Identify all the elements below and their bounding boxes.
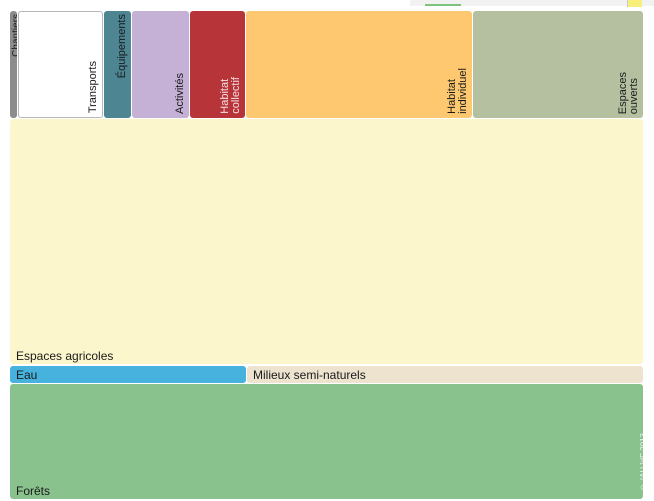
treemap-tile-habitat-individuel: Habitat individuel (246, 11, 472, 118)
treemap-tile-transports: Transports (18, 11, 103, 118)
treemap-tile-label: Forêts (16, 484, 51, 498)
treemap-tile-label: Activités (174, 73, 186, 114)
treemap-tile-label: Eau (16, 368, 38, 382)
treemap-tile-label: Habitat individuel (446, 68, 469, 114)
corner-marker-icon (627, 0, 642, 7)
treemap-tile-label: Habitat collectif (219, 77, 242, 114)
top-strip (410, 0, 654, 6)
treemap-tile-chantiers: Chantiers (10, 11, 17, 118)
treemap-tile-label: Transports (87, 60, 99, 113)
treemap-tile-label: Équipements (116, 14, 128, 79)
treemap-tile-milieux-semi-naturels: Milieux semi-naturels (247, 366, 643, 383)
top-strip-accent (425, 4, 461, 6)
treemap-tile-espaces-agricoles: Espaces agricoles (10, 119, 643, 364)
treemap-tile-forets: Forêts (10, 384, 643, 499)
treemap-tile-label: Milieux semi-naturels (253, 368, 366, 382)
copyright-credit: © IAU îdF 2013 (639, 432, 648, 491)
treemap-tile-activites: Activités (132, 11, 189, 118)
treemap-tile-espaces-ouverts: Espaces ouverts (473, 11, 643, 118)
treemap-tile-eau: Eau (10, 366, 246, 383)
treemap-tile-label: Espaces ouverts (617, 71, 640, 114)
treemap-tile-label: Espaces agricoles (16, 349, 114, 363)
treemap-tile-equipements: Équipements (104, 11, 131, 118)
treemap-tile-habitat-collectif: Habitat collectif (190, 11, 245, 118)
treemap-tile-label: Chantiers (11, 14, 17, 57)
